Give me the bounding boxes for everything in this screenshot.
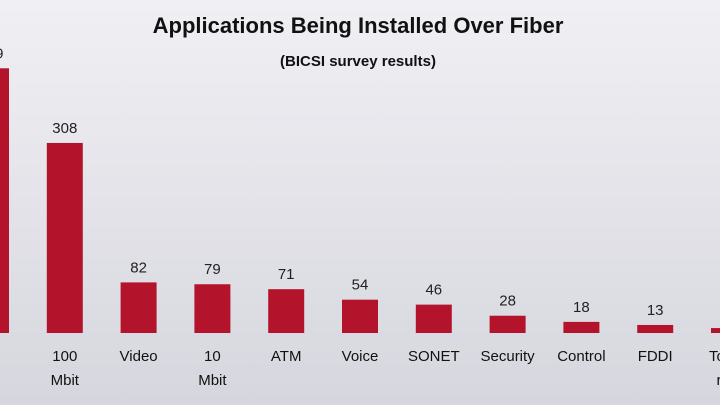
chart-subtitle: (BICSI survey results) — [280, 53, 436, 70]
x-tick-label: 100 Mbit — [51, 348, 80, 389]
bar — [194, 284, 231, 333]
value-label: 28 — [499, 293, 516, 310]
x-tick-label: Video — [120, 348, 158, 365]
bar — [415, 304, 452, 333]
value-label: 54 — [352, 277, 369, 294]
x-tick-label: Security — [481, 348, 536, 365]
x-tick-label: Tokenring — [709, 348, 720, 389]
value-label: 79 — [204, 261, 221, 278]
x-tick-label: 10 Mbit — [198, 348, 227, 389]
value-label: 308 — [52, 120, 77, 137]
bar — [268, 289, 305, 333]
bar — [489, 315, 526, 333]
value-label: 46 — [425, 282, 442, 299]
bar — [342, 299, 378, 333]
chart-title: Applications Being Installed Over Fiber — [153, 13, 564, 38]
x-tick-label: FDDI — [638, 348, 673, 365]
value-label: 82 — [130, 259, 147, 276]
bar — [46, 142, 83, 333]
x-tick-label: ATM — [271, 348, 302, 365]
x-tick-label: Voice — [342, 348, 379, 365]
value-label: 429 — [0, 45, 4, 62]
bar — [120, 282, 157, 333]
bar — [711, 328, 720, 333]
value-label: 71 — [278, 266, 295, 283]
x-tick-label: SONET — [408, 348, 460, 365]
bar — [0, 68, 9, 333]
bar — [563, 321, 600, 333]
bar — [637, 324, 674, 333]
value-label: 18 — [573, 299, 590, 316]
x-tick-label: Control — [557, 348, 605, 365]
value-label: 13 — [647, 302, 664, 319]
